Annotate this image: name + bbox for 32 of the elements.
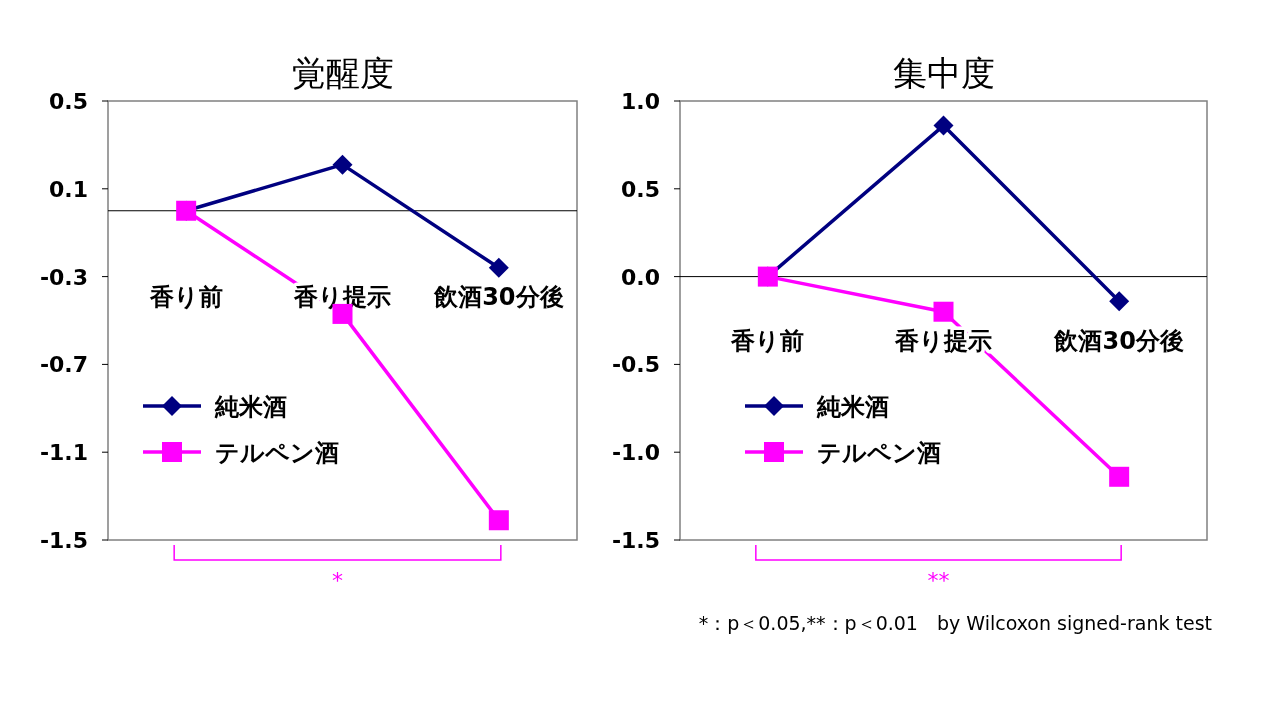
text: *: [332, 568, 343, 593]
point: [933, 115, 954, 136]
y-tick-label: 0.5: [621, 176, 660, 202]
x-tick-label: 香り前: [730, 326, 805, 355]
point: [933, 301, 954, 322]
y-tick-label: -1.5: [611, 528, 660, 553]
point: [1109, 291, 1130, 312]
y-tick-label: -0.3: [39, 264, 88, 290]
point: [1109, 466, 1130, 487]
chart-title: 集中度: [892, 53, 995, 93]
point: [488, 510, 509, 531]
x-tick-label: 香り前: [148, 282, 223, 311]
y-tick-label: 0.1: [49, 176, 88, 202]
point: [332, 154, 353, 175]
text: **: [927, 568, 950, 593]
legend-label: 純米酒: [214, 393, 287, 421]
y-tick-label: -0.5: [611, 352, 660, 378]
y-tick-label: -1.5: [39, 528, 88, 553]
legend-label: 純米酒: [816, 393, 889, 421]
x-tick-label: 飲酒30分後: [433, 282, 564, 311]
point: [488, 257, 509, 278]
text: *：p＜0.05,**：p＜0.01 by Wilcoxon signed-rank test: [698, 612, 1212, 634]
y-tick-label: -1.1: [39, 440, 88, 466]
legend-label: テルペン酒: [817, 439, 941, 467]
y-tick-label: 0.5: [49, 89, 88, 114]
y-tick-label: 0.0: [621, 264, 660, 290]
y-tick-label: 1.0: [621, 89, 660, 114]
y-tick-label: -1.0: [611, 440, 660, 466]
x-tick-label: 飲酒30分後: [1053, 326, 1184, 355]
chart-title: 覚醒度: [291, 53, 394, 93]
legend-label: テルペン酒: [215, 439, 339, 467]
y-tick-label: -0.7: [39, 352, 88, 378]
